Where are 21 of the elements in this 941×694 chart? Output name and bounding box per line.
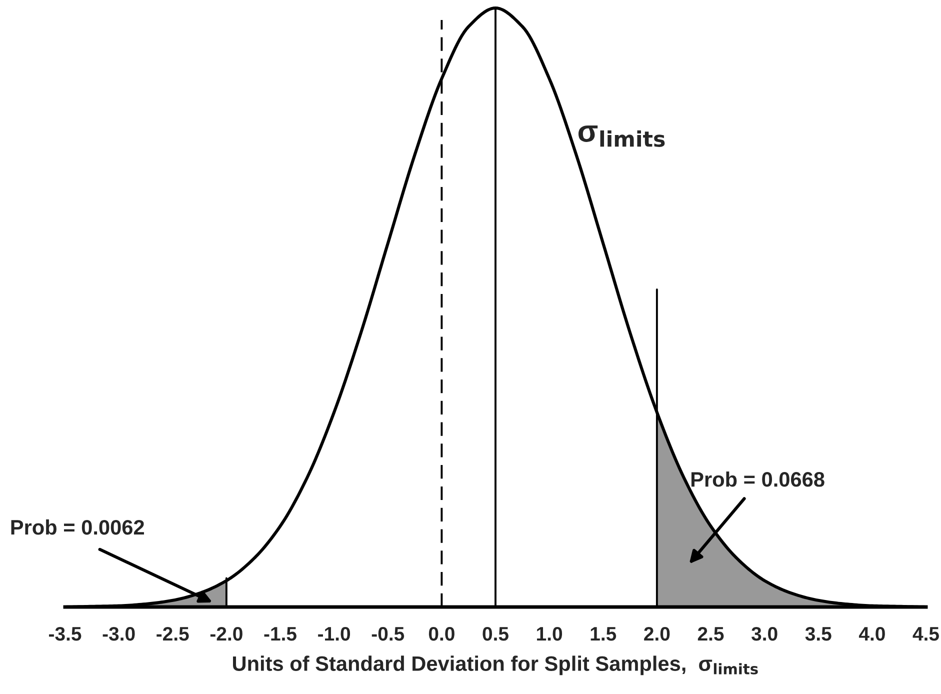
annotation: Prob = 0.0668 [691, 472, 824, 487]
x-tick-label: -0.5 [372, 626, 404, 641]
x-tick-label: -2.5 [156, 626, 189, 641]
x-tick-label: -3.0 [102, 626, 135, 641]
annotation: Prob = 0.0062 [11, 519, 144, 535]
x-tick-label: -1.0 [318, 626, 350, 641]
x-tick-label: 2.5 [698, 626, 724, 641]
x-tick-label: -1.5 [264, 627, 296, 641]
x-tick-label: 0.5 [482, 626, 508, 641]
x-tick-label: -3.5 [49, 626, 82, 641]
x-tick-label: 3.0 [751, 626, 778, 641]
x-tick-label: 0.0 [428, 626, 454, 641]
x-tick-label: 4.5 [912, 627, 939, 641]
x-tick-label: 1.5 [590, 627, 616, 641]
x-tick-label: 3.5 [805, 626, 832, 641]
x-tick-label: 4.0 [858, 626, 885, 641]
x-tick-label: 2.0 [644, 626, 670, 641]
x-axis-title: Units of Standard Deviation for Split Samples, σ$_{limits}$ [233, 656, 758, 676]
x-tick-label: -2.0 [210, 626, 242, 641]
series-label: σ$_{limits}$ [578, 125, 665, 147]
x-tick-label: 1.0 [537, 626, 562, 641]
